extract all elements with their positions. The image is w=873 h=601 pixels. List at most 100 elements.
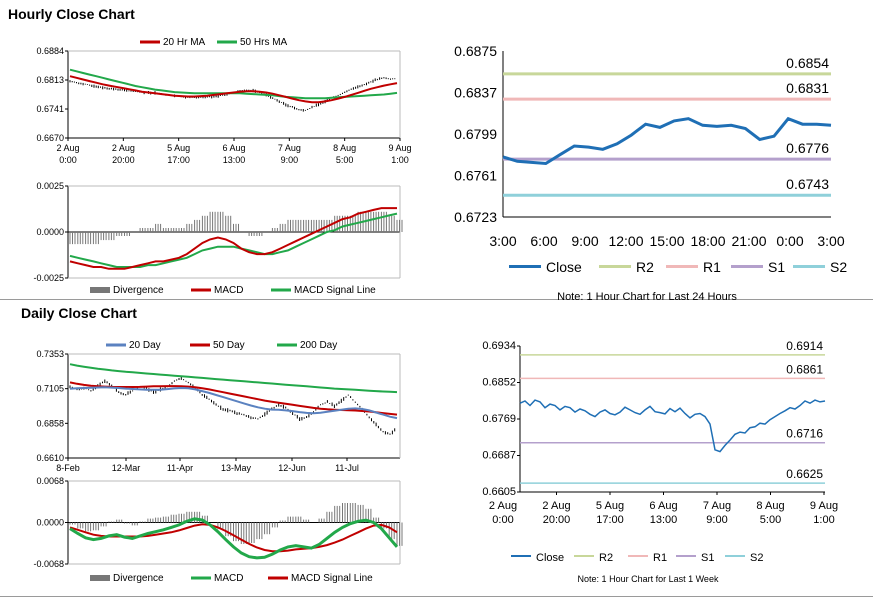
hourly24-xtick: 9:00	[571, 233, 598, 249]
hourly-macd-ytick: -0.0025	[33, 273, 64, 283]
daily-price-legend-50day-label: 50 Day	[213, 340, 245, 351]
hourly-price-legend-50hrs-ma-swatch	[217, 40, 237, 44]
hourly-20hr-ma-line	[69, 75, 398, 104]
hourly-price-xtick-date: 9 Aug	[388, 143, 411, 153]
hourly24-legend-s2-label: S2	[830, 259, 847, 275]
hourly24-xtick: 0:00	[776, 233, 803, 249]
daily-price-xtick: 12-Jun	[278, 463, 306, 473]
week-xtick-date: 2 Aug	[489, 500, 517, 512]
hourly-macd-legend-divergence-label: Divergence	[113, 285, 164, 296]
daily-macd-ytick: 0.0000	[36, 518, 64, 528]
week-legend-r1-swatch	[628, 555, 648, 557]
hourly24-level-r2-label: 0.6854	[786, 55, 829, 71]
week-xtick-date: 6 Aug	[649, 500, 677, 512]
week-xtick-time: 17:00	[596, 514, 624, 526]
daily-macd-legend-signal-swatch	[268, 576, 288, 580]
hourly24-xtick: 3:00	[817, 233, 844, 249]
week-ytick: 0.6934	[482, 340, 516, 352]
daily-price-ytick: 0.6858	[36, 418, 64, 428]
hourly24-note: Note: 1 Hour Chart for Last 24 Hours	[557, 291, 737, 303]
daily-price-legend-200day-swatch	[277, 343, 297, 347]
hourly-50hrs-ma-line	[69, 68, 398, 100]
hourly24-xtick: 3:00	[489, 233, 516, 249]
daily-price-ytick: 0.7105	[36, 384, 64, 394]
hourly24-xtick: 12:00	[608, 233, 643, 249]
daily-section-title: Daily Close Chart	[21, 305, 137, 321]
week-legend-s2-swatch	[725, 555, 745, 557]
daily-price-legend-20day-swatch	[106, 343, 126, 347]
bottom-divider	[0, 596, 873, 597]
hourly24-legend-s1-label: S1	[768, 259, 785, 275]
hourly-price-xtick-time: 17:00	[167, 155, 190, 165]
week-level-s2-label: 0.6625	[786, 467, 823, 481]
hourly-section-title: Hourly Close Chart	[8, 6, 135, 22]
daily-price-xtick: 12-Mar	[112, 463, 141, 473]
week-level-r1-label: 0.6861	[786, 362, 823, 376]
daily-price-ytick: 0.6610	[36, 453, 64, 463]
hourly24-xtick: 18:00	[690, 233, 725, 249]
hourly-macd-ytick: 0.0025	[36, 181, 64, 191]
hourly24-legend-s2-swatch	[793, 265, 825, 268]
hourly24-legend-close-swatch	[509, 265, 541, 268]
week-legend-s2-label: S2	[750, 552, 763, 564]
hourly24-ytick: 0.6799	[454, 126, 497, 142]
hourly-price-legend-50hrs-ma-label: 50 Hrs MA	[240, 37, 288, 48]
week-xtick-date: 8 Aug	[756, 500, 784, 512]
hourly24-legend-r1-swatch	[666, 265, 698, 268]
week-close-line	[519, 399, 826, 453]
daily-macd-legend-macd-label: MACD	[214, 573, 243, 584]
hourly-macd-legend-divergence-swatch	[90, 287, 110, 293]
hourly-price-xtick-time: 13:00	[223, 155, 246, 165]
hourly-macd-legend-signal-swatch	[271, 288, 291, 292]
daily-macd-line	[69, 517, 399, 560]
hourly-price-ytick: 0.6741	[36, 104, 64, 114]
daily-macd-ytick: 0.0068	[36, 476, 64, 486]
week-ytick: 0.6852	[482, 377, 516, 389]
week-xtick-date: 2 Aug	[542, 500, 570, 512]
hourly24-legend-r2-swatch	[599, 265, 631, 268]
daily-price-xtick: 11-Jul	[335, 463, 359, 473]
week-xtick-date: 9 Aug	[810, 500, 838, 512]
hourly-price-xtick-time: 5:00	[336, 155, 354, 165]
week-legend-r1-label: R1	[653, 552, 667, 564]
hourly24-ytick: 0.6875	[454, 43, 497, 59]
week-legend-r2-swatch	[574, 555, 594, 557]
hourly-price-xtick-time: 0:00	[59, 155, 77, 165]
hourly24-xtick: 15:00	[649, 233, 684, 249]
hourly-macd-ytick: 0.0000	[36, 227, 64, 237]
week-xtick-time: 20:00	[543, 514, 571, 526]
hourly24-legend-r1-label: R1	[703, 259, 721, 275]
week-level-s1-label: 0.6716	[786, 427, 823, 441]
week-ytick: 0.6687	[482, 450, 516, 462]
week-legend-r2-label: R2	[599, 552, 613, 564]
hourly-macd-legend-macd-swatch	[191, 288, 211, 292]
hourly-price-xtick-time: 1:00	[391, 155, 409, 165]
week-xtick-time: 1:00	[813, 514, 834, 526]
hourly-price-legend-20hr-ma-label: 20 Hr MA	[163, 37, 206, 48]
daily-macd-legend-divergence-label: Divergence	[113, 573, 164, 584]
hourly24-level-r1-label: 0.6831	[786, 80, 829, 96]
hourly24-ytick: 0.6723	[454, 209, 497, 225]
hourly24-ytick: 0.6761	[454, 168, 497, 184]
hourly-price-xtick-date: 5 Aug	[167, 143, 190, 153]
hourly24-xtick: 6:00	[530, 233, 557, 249]
week-xtick-date: 7 Aug	[703, 500, 731, 512]
week-ytick: 0.6605	[482, 486, 516, 498]
daily-20day-line	[69, 386, 398, 420]
daily-macd-legend-signal-label: MACD Signal Line	[291, 573, 373, 584]
daily-price-xtick: 8-Feb	[56, 463, 80, 473]
hourly24-level-s2-label: 0.6743	[786, 176, 829, 192]
hourly-price-ytick: 0.6670	[36, 133, 64, 143]
week-level-r2-label: 0.6914	[786, 339, 823, 353]
hourly-macd-line	[69, 207, 397, 270]
hourly24-ytick: 0.6837	[454, 85, 497, 101]
hourly24-legend-close-label: Close	[546, 259, 582, 275]
week-xtick-time: 5:00	[760, 514, 781, 526]
hourly-price-ytick: 0.6884	[36, 46, 64, 56]
week-xtick-date: 5 Aug	[596, 500, 624, 512]
hourly24-legend-r2-label: R2	[636, 259, 654, 275]
daily-200day-line	[69, 363, 398, 394]
daily-price-legend-50day-swatch	[190, 343, 210, 347]
hourly-price-xtick-time: 9:00	[281, 155, 299, 165]
